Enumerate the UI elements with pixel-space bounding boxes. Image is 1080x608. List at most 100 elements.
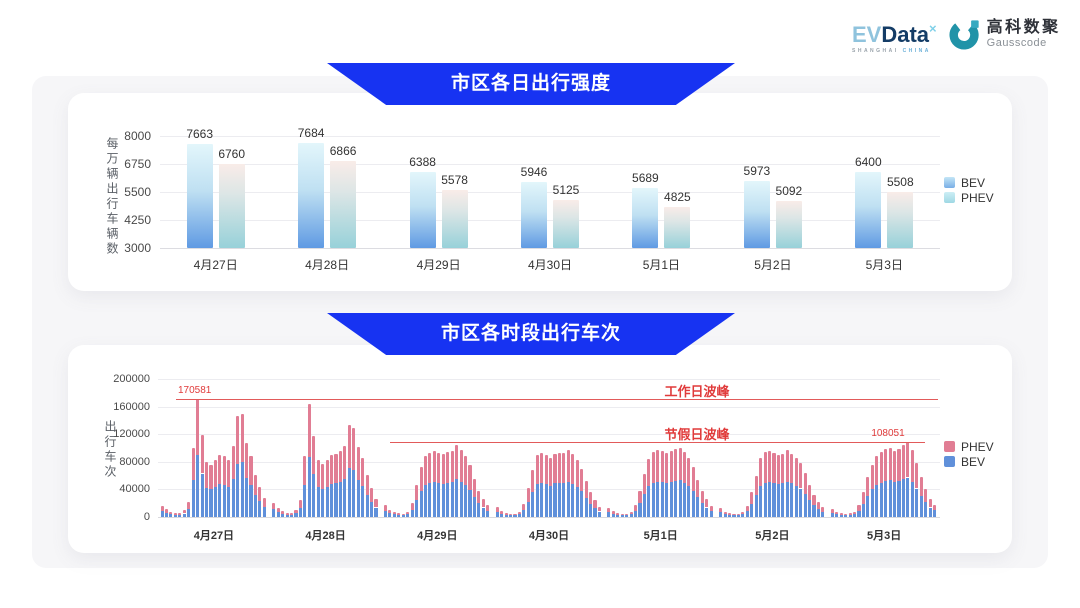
bev-hour-segment	[290, 514, 294, 517]
phev-hour-segment	[477, 490, 481, 504]
gausscode-en-name: Gausscode	[986, 37, 1047, 49]
legend-item-phev[interactable]: PHEV	[944, 190, 994, 205]
chart1-y-axis-title: 每万辆出行车辆数	[105, 137, 119, 257]
legend-item-bev[interactable]: BEV	[944, 175, 994, 190]
phev-hour-segment	[835, 511, 839, 515]
x-axis-label: 5月2日	[755, 530, 790, 542]
bev-hour-segment	[844, 515, 848, 517]
bev-hour-segment	[262, 507, 266, 517]
phev-hour-segment	[665, 452, 669, 483]
bev-hour-segment	[419, 490, 423, 517]
bev-hour-segment	[709, 511, 713, 517]
bev-hour-segment	[325, 486, 329, 517]
bev-hour-segment	[719, 512, 723, 517]
bev-hour-segment	[513, 515, 517, 517]
phev-hour-segment	[535, 454, 539, 485]
bev-hour-segment	[410, 509, 414, 517]
bev-hour-segment	[674, 481, 678, 517]
bev-hour-segment	[236, 463, 240, 517]
phev-hour-segment	[709, 506, 713, 512]
phev-hour-segment	[741, 511, 745, 515]
phev-value-label: 6866	[329, 144, 357, 159]
phev-hour-segment	[839, 513, 843, 515]
x-axis-label: 4月29日	[416, 258, 461, 272]
bev-hour-segment	[504, 514, 508, 517]
gridline	[160, 220, 940, 221]
bev-swatch-icon	[944, 177, 955, 188]
bev-hour-segment	[401, 515, 405, 517]
phev-hour-segment	[423, 456, 428, 485]
bev-hour-segment	[723, 514, 727, 517]
phev-hour-segment	[178, 513, 182, 515]
bev-hour-segment	[853, 514, 857, 517]
bev-hour-segment	[361, 485, 365, 517]
phev-hour-segment	[338, 451, 342, 483]
bev-hour-segment	[441, 483, 445, 517]
evdata-logo: EVData× SHANGHAI CHINA	[852, 18, 937, 54]
phev-hour-segment	[191, 448, 195, 481]
bev-hour-segment	[365, 494, 369, 517]
phev-hour-segment	[812, 494, 816, 506]
phev-hour-segment	[312, 436, 316, 475]
bev-hour-segment	[875, 484, 879, 517]
phev-hour-segment	[419, 467, 423, 491]
bev-hour-segment	[432, 482, 436, 517]
bev-hour-segment	[222, 484, 226, 517]
phev-hour-segment	[691, 467, 695, 491]
phev-hour-segment	[281, 511, 285, 514]
phev-hour-segment	[678, 448, 682, 481]
bev-hour-segment	[790, 483, 794, 517]
phev-bar	[664, 207, 691, 248]
bev-hour-segment	[808, 499, 812, 517]
phev-hour-segment	[481, 499, 485, 508]
phev-hour-segment	[562, 452, 566, 483]
phev-hour-segment	[915, 463, 919, 489]
phev-hour-segment	[924, 489, 928, 503]
bev-hour-segment	[544, 484, 548, 517]
phev-hour-segment	[763, 452, 767, 483]
evdata-wordmark: EVData×	[852, 18, 937, 46]
phev-hour-segment	[169, 511, 173, 515]
bev-bar	[409, 172, 436, 248]
phev-hour-segment	[557, 452, 561, 483]
x-axis-label: 4月30日	[528, 530, 570, 542]
bev-hour-segment	[204, 487, 209, 517]
bev-hour-segment	[750, 503, 754, 517]
evdata-subtitle: SHANGHAI CHINA	[852, 48, 931, 54]
bev-hour-segment	[906, 477, 910, 517]
phev-hour-segment	[276, 508, 280, 513]
bev-hour-segment	[665, 483, 669, 517]
phev-hour-segment	[647, 459, 651, 487]
x-axis-label: 5月1日	[642, 258, 681, 272]
legend-item-phev[interactable]: PHEV	[944, 439, 994, 454]
phev-hour-segment	[495, 507, 499, 512]
phev-value-label: 4825	[664, 190, 691, 205]
bev-hour-segment	[196, 454, 200, 517]
phev-hour-segment	[303, 456, 307, 485]
legend-item-bev[interactable]: BEV	[944, 454, 994, 469]
bev-hour-segment	[736, 515, 740, 517]
phev-hour-segment	[638, 490, 642, 504]
phev-hour-segment	[500, 510, 504, 514]
bev-hour-segment	[803, 493, 807, 517]
bev-hour-segment	[741, 514, 745, 517]
phev-hour-segment	[781, 453, 785, 484]
phev-hour-segment	[285, 512, 289, 515]
bev-hour-segment	[839, 515, 843, 517]
phev-hour-segment	[258, 486, 262, 501]
phev-hour-segment	[566, 450, 570, 482]
chart1-title: 市区各日出行强度	[450, 73, 611, 94]
phev-hour-segment	[428, 452, 432, 483]
phev-hour-segment	[634, 505, 638, 511]
bev-hour-segment	[772, 483, 776, 517]
bev-hour-segment	[794, 485, 798, 517]
phev-hour-segment	[857, 505, 861, 511]
phev-hour-segment	[365, 474, 369, 495]
phev-hour-segment	[415, 485, 419, 501]
phev-hour-segment	[732, 513, 736, 516]
phev-hour-segment	[383, 505, 388, 511]
bev-hour-segment	[915, 488, 919, 517]
bev-hour-segment	[625, 515, 629, 517]
phev-hour-segment	[723, 511, 727, 515]
bev-hour-segment	[830, 512, 834, 517]
